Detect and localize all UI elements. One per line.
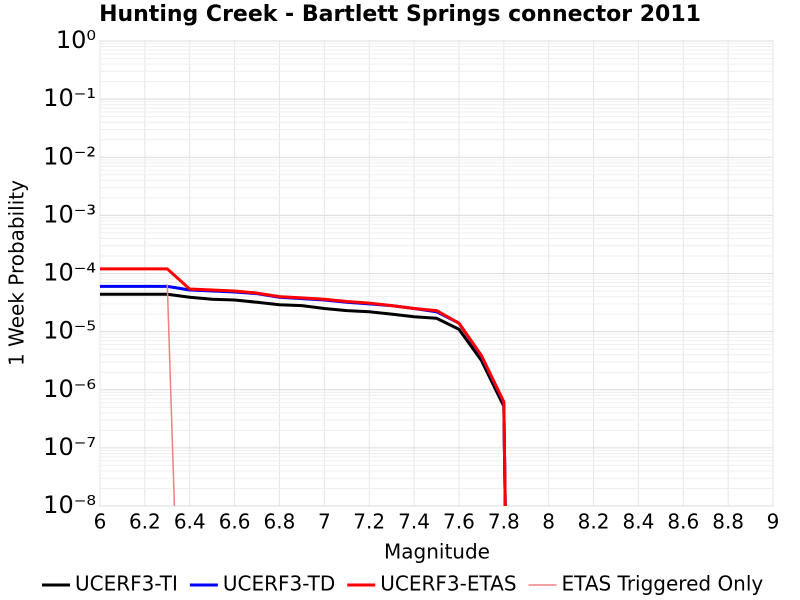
x-tick-label: 8.8: [712, 510, 744, 534]
y-tick-label: 10⁰: [56, 26, 96, 54]
legend-label: UCERF3-TD: [223, 572, 335, 596]
legend: UCERF3-TI UCERF3-TD UCERF3-ETAS ETAS Trigge…: [42, 572, 763, 596]
x-tick-label: 9: [767, 510, 780, 534]
x-tick-label: 8: [542, 510, 555, 534]
x-tick-label: 7.4: [398, 510, 430, 534]
x-tick-label: 7.2: [353, 510, 385, 534]
x-tick-label: 8.6: [667, 510, 699, 534]
chart-title: Hunting Creek - Bartlett Springs connect…: [99, 2, 701, 27]
y-tick-label: 10⁻⁶: [43, 375, 96, 403]
legend-label: ETAS Triggered Only: [562, 572, 764, 596]
x-tick-label: 8.4: [622, 510, 654, 534]
legend-label: UCERF3-TI: [75, 572, 178, 596]
y-tick-label: 10⁻⁴: [43, 259, 96, 287]
grid: [99, 40, 774, 507]
x-tick-label: 8.2: [578, 510, 610, 534]
y-tick-label: 10⁻³: [43, 200, 96, 228]
x-axis-label: Magnitude: [384, 540, 490, 564]
labels: 6 6.2 6.4 6.6 6.8 7 7.2 7.4 7.6 7.8 8 8.2 8.4 8.6 8.8 9…: [43, 26, 779, 534]
series-line: [166, 284, 176, 506]
x-tick-label: 7: [318, 510, 331, 534]
series-line: [100, 292, 507, 506]
x-tick-label: 6.8: [264, 510, 296, 534]
x-tick-label: 6: [94, 510, 107, 534]
x-tick-label: 7.8: [488, 510, 520, 534]
y-tick-label: 10⁻⁵: [43, 317, 96, 345]
y-tick-label: 10⁻²: [43, 142, 96, 170]
y-tick-label: 10⁻⁷: [43, 433, 96, 461]
y-tick-label: 10⁻¹: [43, 84, 96, 112]
y-axis-label: 1 Week Probability: [5, 180, 29, 366]
series-line: [100, 267, 507, 506]
x-tick-label: 6.4: [174, 510, 206, 534]
x-tick-label: 6.2: [129, 510, 161, 534]
lines: [100, 267, 507, 506]
x-tick-label: 7.6: [443, 510, 475, 534]
y-tick-label: 10⁻⁸: [43, 491, 96, 519]
legend-label: UCERF3-ETAS: [380, 572, 516, 596]
x-tick-label: 6.6: [219, 510, 251, 534]
